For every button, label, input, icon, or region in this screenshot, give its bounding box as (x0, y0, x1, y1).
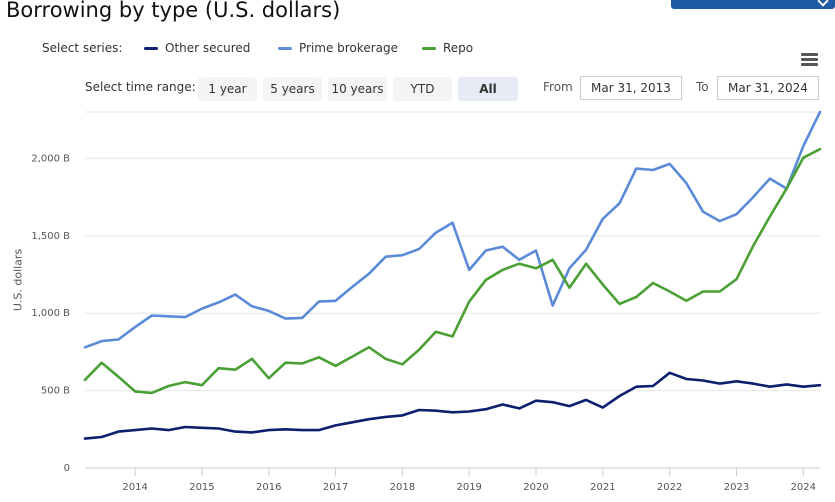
hamburger-menu-icon[interactable] (801, 53, 818, 66)
y-tick-label: 1,000 B (31, 308, 70, 319)
series-line-other-secured (83, 371, 822, 440)
series-line-prime-brokerage (83, 110, 822, 349)
legend-item-repo[interactable]: Repo (422, 41, 473, 55)
y-tick-label: 1,500 B (31, 231, 70, 242)
range-button-1-year[interactable]: 1 year (198, 77, 257, 101)
legend-item-prime-brokerage[interactable]: Prime brokerage (278, 41, 398, 55)
y-tick-label: 2,000 B (31, 153, 70, 164)
x-tick-label: 2017 (323, 482, 348, 493)
y-tick-label: 0 (64, 463, 70, 474)
from-date-input[interactable]: Mar 31, 2013 (580, 76, 682, 100)
x-tick-label: 2020 (523, 482, 548, 493)
x-tick-label: 2021 (590, 482, 615, 493)
range-button-all[interactable]: All (458, 77, 518, 101)
x-tick-label: 2014 (122, 482, 147, 493)
range-button-5-years[interactable]: 5 years (263, 77, 322, 101)
x-tick-label: 2024 (791, 482, 816, 493)
legend-swatch-prime-brokerage (278, 46, 292, 50)
x-tick-label: 2019 (456, 482, 481, 493)
x-tick-label: 2022 (657, 482, 682, 493)
x-tick-label: 2023 (724, 482, 749, 493)
chart-title: Borrowing by type (U.S. dollars) (6, 0, 341, 22)
x-tick-label: 2018 (390, 482, 415, 493)
x-tick-label: 2015 (189, 482, 214, 493)
to-date-input[interactable]: Mar 31, 2024 (717, 76, 819, 100)
from-label: From (543, 80, 573, 94)
legend-item-label: Prime brokerage (299, 41, 398, 55)
range-button-10-years[interactable]: 10 years (328, 77, 387, 101)
x-tick-label: 2016 (256, 482, 281, 493)
export-button[interactable] (671, 0, 835, 9)
range-button-ytd[interactable]: YTD (393, 77, 452, 101)
range-label: Select time range: (85, 80, 196, 94)
legend-label: Select series: (42, 41, 123, 55)
legend-item-label: Repo (443, 41, 474, 55)
to-label: To (696, 80, 709, 94)
legend-swatch-other-secured (144, 46, 158, 50)
y-tick-label: 500 B (41, 386, 70, 397)
legend-item-label: Other secured (165, 41, 251, 55)
legend-swatch-repo (422, 46, 436, 50)
legend-item-other-secured[interactable]: Other secured (144, 41, 250, 55)
series-line-repo (83, 147, 822, 395)
